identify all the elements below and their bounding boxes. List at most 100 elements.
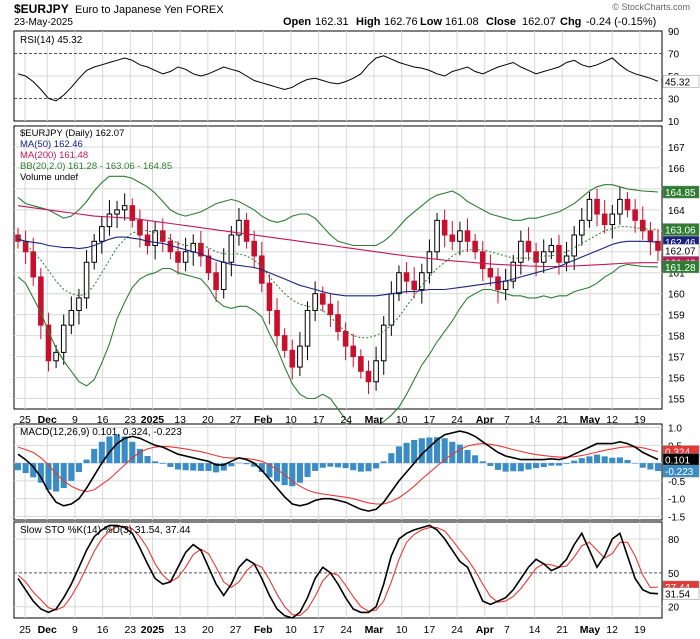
x-axis-tick-label: 14	[529, 414, 541, 426]
macd-histogram-bar	[609, 457, 616, 464]
price-candle-body	[45, 324, 52, 362]
price-tick-label: 156	[668, 374, 685, 385]
price-candle-body	[533, 251, 539, 263]
macd-histogram-bar	[190, 463, 197, 471]
price-last-tag	[662, 185, 700, 199]
price-candle-body	[609, 213, 616, 226]
price-candle-body	[449, 234, 456, 242]
price-candle-body	[60, 324, 67, 353]
high-label: High	[356, 16, 381, 28]
macd-histogram-bar	[426, 437, 433, 464]
x-axis-tick-label: 21	[556, 414, 568, 426]
macd-histogram-bar	[106, 436, 113, 464]
macd-histogram-bar	[174, 463, 182, 470]
macd-histogram-bar	[654, 463, 662, 472]
macd-last-tag-label: -0.223	[665, 467, 694, 478]
open-label: Open	[283, 16, 311, 28]
macd-histogram-bar	[14, 463, 22, 471]
x-axis-tick-label: 12	[606, 414, 618, 426]
rsi-tick-label: 70	[668, 50, 680, 61]
price-candle-body	[76, 297, 82, 311]
macd-histogram-bar	[388, 453, 395, 464]
x-axis-tick-label: Dec	[38, 624, 57, 636]
price-last-tag-label: 163.06	[665, 226, 696, 237]
price-last-tag-label: 162.46	[665, 238, 696, 249]
x-axis-tick-label: Apr	[476, 624, 494, 636]
x-axis-tick-label: 24	[340, 414, 352, 426]
price-candle-body	[220, 261, 227, 291]
macd-histogram-bar	[228, 463, 235, 467]
price-candle-body	[319, 293, 326, 305]
price-candle-body	[53, 351, 59, 362]
bb-lower-line	[17, 263, 659, 431]
price-candle-body	[396, 272, 402, 295]
sto-tick-label: 50	[668, 569, 680, 580]
x-axis-tick-label: 10	[285, 414, 297, 426]
price-last-tag-label: 164.85	[665, 188, 696, 199]
price-candle-body	[632, 209, 638, 221]
x-axis-tick-label: 10	[396, 624, 408, 636]
macd-line	[17, 430, 659, 512]
price-legend-item: Volume undef	[20, 172, 78, 183]
price-candle-body	[83, 261, 90, 299]
x-axis-tick-label: 17	[424, 624, 436, 636]
price-candle-body	[502, 280, 509, 291]
price-candle-body	[525, 240, 532, 253]
x-axis-tick-label: 23	[124, 414, 136, 426]
price-candle-body	[342, 330, 349, 347]
price-candle-body	[251, 240, 257, 257]
macd-histogram-bar	[53, 463, 60, 492]
price-last-tag	[662, 223, 700, 236]
macd-histogram-bar	[37, 463, 44, 483]
macd-tick-label: -1.0	[668, 495, 686, 506]
macd-histogram-bar	[350, 463, 357, 471]
price-candle-body	[380, 324, 387, 362]
macd-histogram-bar	[647, 463, 654, 470]
price-candle-body	[182, 251, 189, 263]
macd-histogram-bar	[601, 456, 608, 464]
x-axis-tick-label: 24	[451, 624, 463, 636]
price-tick-label: 160	[668, 290, 685, 301]
x-axis-tick-label: 9	[72, 414, 78, 426]
price-candle-body	[548, 244, 555, 253]
price-candle-body	[114, 209, 120, 215]
price-candle-body	[373, 360, 379, 383]
macd-histogram-bar	[472, 455, 479, 464]
macd-histogram-bar	[441, 438, 448, 464]
macd-histogram-bar	[380, 461, 387, 464]
price-candle-body	[639, 219, 646, 232]
x-axis-tick-label: 27	[230, 414, 242, 426]
macd-histogram-bar	[45, 463, 52, 490]
symbol-name: Euro to Japanese Yen FOREX	[75, 4, 224, 16]
low-label: Low	[420, 16, 442, 28]
price-candle-body	[358, 356, 364, 372]
macd-histogram-bar	[342, 463, 349, 469]
x-axis-tick-label: 27	[230, 624, 242, 636]
price-tick-label: 155	[668, 395, 685, 406]
price-candle-body	[579, 219, 585, 236]
x-axis-tick-label: Dec	[38, 414, 57, 426]
chg-label: Chg	[560, 16, 581, 28]
price-candle-body	[38, 276, 44, 326]
macd-histogram-bar	[159, 463, 166, 464]
price-candle-body	[563, 255, 570, 263]
price-last-tag-label: 162.07	[665, 246, 696, 257]
price-candle-body	[289, 349, 296, 368]
macd-histogram-bar	[30, 463, 37, 478]
price-candle-body	[274, 309, 280, 337]
watermark: © StockCharts.com	[612, 2, 690, 12]
price-candle-body	[434, 219, 440, 253]
price-candle-body	[655, 240, 661, 251]
chg-value: -0.24 (-0.15%)	[586, 16, 656, 28]
x-axis-tick-label: Mar	[365, 414, 384, 426]
macd-histogram-bar	[243, 463, 250, 465]
macd-histogram-bar	[616, 457, 623, 464]
price-candle-body	[601, 213, 608, 226]
x-axis-tick-label: 25	[19, 624, 31, 636]
macd-histogram-bar	[449, 441, 456, 464]
macd-histogram-bar	[75, 463, 82, 472]
price-legend-item: $EURJPY (Daily) 162.07	[20, 128, 124, 139]
price-candle-body	[99, 226, 105, 242]
price-candle-body	[175, 251, 181, 263]
macd-histogram-bar	[563, 463, 570, 464]
